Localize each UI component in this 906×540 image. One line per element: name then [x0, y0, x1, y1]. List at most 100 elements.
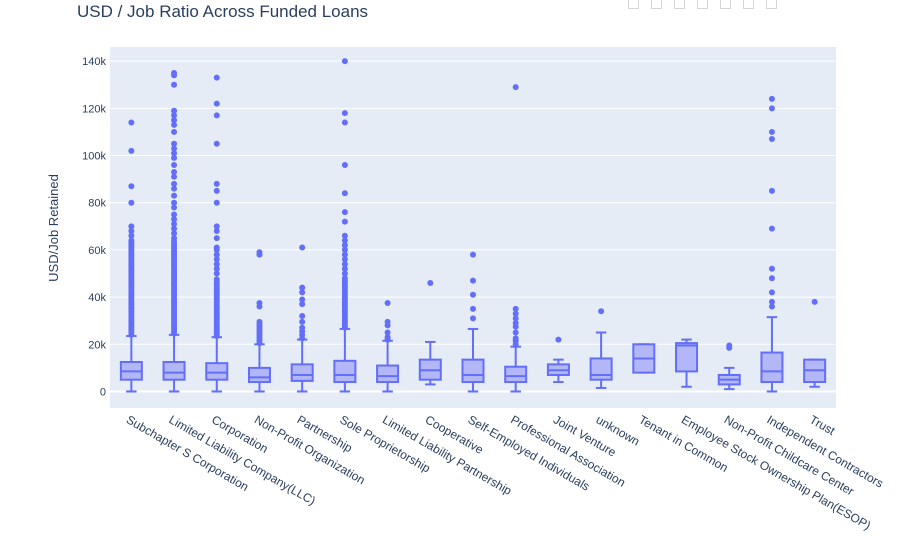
outlier-point [470, 305, 476, 312]
outlier-point [384, 329, 391, 336]
outlier-point [512, 320, 519, 327]
box [675, 342, 699, 373]
box-group [290, 244, 314, 393]
outlier-point [128, 147, 135, 154]
chart-title: USD / Job Ratio Across Funded Loans [77, 2, 368, 21]
box-group [119, 119, 143, 393]
box-group [205, 74, 229, 393]
outlier-point [512, 305, 519, 312]
outlier-point [213, 187, 220, 194]
outlier-point [171, 211, 178, 218]
outlier-point [341, 265, 348, 272]
box-group [632, 343, 656, 374]
box [760, 351, 784, 384]
box-group [675, 338, 699, 388]
box [589, 357, 613, 381]
outlier-point [470, 315, 476, 322]
outlier-point [171, 204, 178, 211]
outlier-point [213, 100, 220, 107]
outlier-point [128, 183, 135, 190]
box [461, 358, 485, 384]
y-tick-label: 0 [100, 386, 106, 398]
outlier-point [768, 136, 775, 143]
outlier-point [171, 140, 178, 147]
box [333, 359, 357, 384]
outlier-point [768, 275, 775, 282]
outlier-point [299, 296, 306, 303]
outlier-point [171, 192, 178, 199]
outlier-point [384, 334, 391, 341]
outlier-point [555, 336, 562, 343]
outlier-point [213, 180, 220, 187]
outlier-point [341, 237, 348, 244]
outlier-point [213, 74, 220, 81]
zoom-out-icon[interactable] [720, 0, 731, 9]
outlier-point [341, 58, 348, 65]
box-group [162, 69, 186, 393]
outlier-point [213, 112, 220, 119]
box-group [504, 84, 528, 393]
outlier-point [213, 228, 220, 235]
y-tick-label: 40k [88, 292, 106, 304]
outlier-point [171, 235, 178, 242]
y-tick-label: 140k [82, 56, 106, 68]
outlier-point [470, 251, 476, 258]
outlier-point [341, 161, 348, 168]
outlier-point [171, 107, 178, 114]
reset-axes-icon[interactable] [766, 0, 777, 9]
outlier-point [128, 119, 135, 126]
zoom-in-icon[interactable] [697, 0, 708, 9]
outlier-point [213, 199, 220, 206]
camera-icon[interactable] [628, 0, 639, 9]
y-tick-label: 100k [82, 151, 106, 163]
outlier-point [171, 173, 178, 180]
outlier-point [768, 289, 775, 296]
outlier-point [171, 230, 178, 237]
outlier-point [213, 235, 220, 242]
autoscale-icon[interactable] [743, 0, 754, 9]
outlier-point [299, 284, 306, 291]
box-group [760, 95, 784, 393]
outlier-point [341, 190, 348, 197]
outlier-point [768, 225, 775, 232]
outlier-point [512, 329, 519, 336]
y-axis: 0 20k 40k 60k 80k 100k 120k 140k [82, 56, 106, 398]
outlier-point [213, 256, 220, 263]
outlier-point [256, 300, 263, 307]
box [504, 365, 528, 384]
box-group [461, 251, 485, 393]
box-group [418, 279, 442, 386]
outlier-point [213, 265, 220, 272]
outlier-point [384, 300, 391, 307]
outlier-point [768, 95, 775, 102]
outlier-point [128, 228, 135, 235]
outlier-point [171, 161, 178, 168]
zoom-icon[interactable] [651, 0, 662, 9]
outlier-point [341, 246, 348, 253]
outlier-point [341, 110, 348, 117]
outlier-point [213, 261, 220, 268]
x-tick-label: Trust [807, 412, 838, 438]
box-group [546, 336, 570, 384]
outlier-point [128, 232, 135, 239]
outlier-point [299, 244, 306, 251]
pan-icon[interactable] [674, 0, 685, 9]
outlier-point [512, 310, 519, 317]
outlier-point [341, 119, 348, 126]
outlier-point [213, 251, 220, 258]
outlier-point [512, 315, 519, 322]
outlier-point [768, 128, 775, 135]
outlier-point [171, 145, 178, 152]
outlier-point [213, 244, 220, 251]
y-tick-label: 60k [88, 245, 106, 257]
outlier-point [341, 261, 348, 268]
box [205, 362, 229, 381]
modebar [628, 0, 777, 10]
outlier-point [171, 150, 178, 157]
outlier-point [768, 303, 775, 310]
y-tick-label: 20k [88, 339, 106, 351]
outlier-point [427, 279, 434, 286]
box-group [803, 298, 827, 388]
